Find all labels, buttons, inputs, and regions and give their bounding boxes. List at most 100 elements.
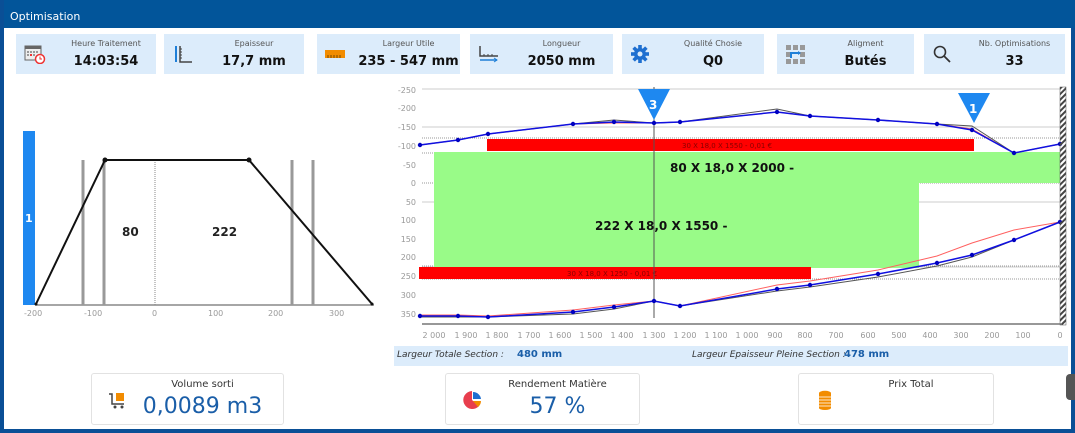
kpi-value: 14:03:54: [73, 54, 139, 69]
x-tick: 1 800: [486, 331, 509, 340]
plan-view-chart: 30 X 18,0 X 1550 - 0,01 € 80 X 18,0 X 20…: [398, 86, 1067, 340]
kpi-value: 17,7 mm: [222, 54, 286, 69]
y-tick: 350: [401, 310, 416, 319]
kpi-label: Aligment: [847, 39, 884, 48]
x-tick: 2 000: [423, 331, 446, 340]
total-width-label: Largeur Totale Section :: [397, 350, 504, 360]
x-tick: -200: [24, 309, 42, 318]
piece-80-label: 80: [122, 225, 139, 239]
total-width-value: 480 mm: [517, 349, 563, 360]
section-info-strip: Largeur Totale Section : 480 mm Largeur …: [394, 346, 1068, 366]
card-value: 57 %: [529, 394, 586, 419]
y-tick: 300: [401, 291, 416, 300]
coins-icon: [819, 390, 831, 410]
x-tick: 100: [208, 309, 223, 318]
x-tick: 300: [329, 309, 344, 318]
x-tick: 0: [1057, 331, 1062, 340]
x-tick: 1 500: [580, 331, 603, 340]
kpi-longueur: Longueur 2050 mm: [470, 34, 613, 74]
kpi-label: Longueur: [542, 39, 581, 48]
trunk-marker-bar[interactable]: [23, 131, 35, 305]
y-tick: -150: [398, 123, 416, 132]
cross-section-chart: 1 80 222 -200 -100 0 100 200 300: [23, 131, 374, 318]
waste-piece-bottom[interactable]: [419, 267, 811, 279]
alignment-icon: [786, 45, 805, 64]
kpi-label: Epaisseur: [234, 39, 274, 48]
piece-222-label: 222 X 18,0 X 1550 -: [595, 219, 727, 233]
card-label: Rendement Matière: [508, 379, 607, 390]
x-tick: 1 000: [736, 331, 759, 340]
marker-1[interactable]: 1: [958, 93, 990, 123]
kpi-nb-optimisations: Nb. Optimisations 33: [924, 34, 1065, 74]
kpi-aligment: Aligment Butés: [777, 34, 914, 74]
full-width-value: 478 mm: [844, 349, 890, 360]
waste-piece-top[interactable]: [487, 139, 974, 151]
y-tick: 150: [401, 235, 416, 244]
kpi-heure-traitement: Heure Traitement 14:03:54: [16, 34, 156, 74]
card-label: Prix Total: [888, 379, 934, 390]
y-tick: 50: [406, 198, 416, 207]
card-prix-total: Prix Total: [798, 373, 994, 425]
y-tick: 0: [411, 179, 416, 188]
y-tick: -250: [398, 86, 416, 95]
x-tick: 200: [268, 309, 283, 318]
marker-3-label: 3: [649, 98, 657, 112]
x-tick: 100: [1015, 331, 1030, 340]
x-tick: 600: [860, 331, 875, 340]
card-value: 0,0089 m3: [142, 394, 263, 419]
y-tick: 200: [401, 253, 416, 262]
kpi-value: Butés: [844, 54, 887, 69]
y-tick: 100: [401, 216, 416, 225]
x-tick: 1 300: [643, 331, 666, 340]
cart-icon: [109, 393, 124, 409]
piece-222[interactable]: [434, 183, 919, 268]
kpi-value: 2050 mm: [527, 54, 596, 69]
full-width-label: Largeur Epaisseur Pleine Section :: [692, 350, 846, 360]
x-tick: 800: [797, 331, 812, 340]
x-tick: 1 200: [674, 331, 697, 340]
x-tick: 400: [922, 331, 937, 340]
kpi-value: Q0: [702, 54, 724, 69]
x-tick: 1 600: [549, 331, 572, 340]
x-tick: 1 400: [611, 331, 634, 340]
x-tick: 900: [767, 331, 782, 340]
kpi-label: Nb. Optimisations: [978, 39, 1051, 48]
y-tick: -200: [398, 104, 416, 113]
kpi-value: 33: [1005, 54, 1024, 69]
y-tick: -50: [403, 161, 416, 170]
marker-3[interactable]: 3: [638, 89, 670, 120]
calendar-clock-icon: [24, 45, 46, 64]
end-stop: [1059, 86, 1067, 326]
kpi-label: Qualité Chosie: [683, 39, 743, 48]
kpi-value: 235 - 547 mm: [358, 54, 459, 69]
card-volume-sorti: Volume sorti 0,0089 m3: [91, 373, 284, 425]
card-rendement-matiere: Rendement Matière 57 %: [445, 373, 640, 425]
piece-80[interactable]: [434, 152, 1060, 183]
marker-1-label: 1: [969, 102, 977, 116]
gear-icon: [631, 45, 649, 63]
x-tick: 300: [953, 331, 968, 340]
kpi-largeur-utile: Largeur Utile 235 - 547 mm: [317, 34, 460, 74]
y-tick: -100: [398, 142, 416, 151]
waste-top-label: 30 X 18,0 X 1550 - 0,01 €: [682, 142, 772, 150]
x-tick: 1 700: [518, 331, 541, 340]
x-tick: 700: [828, 331, 843, 340]
x-tick: 0: [152, 309, 157, 318]
side-panel-handle[interactable]: [1066, 374, 1075, 400]
x-tick: -100: [84, 309, 102, 318]
length-icon: [479, 46, 498, 63]
kpi-qualite: Qualité Chosie Q0: [622, 34, 764, 74]
title-bar: Optimisation: [4, 0, 1075, 28]
x-tick: 200: [984, 331, 999, 340]
card-label: Volume sorti: [171, 379, 234, 390]
kpi-label: Heure Traitement: [71, 39, 141, 48]
search-icon: [933, 45, 951, 63]
kpi-epaisseur: Epaisseur 17,7 mm: [164, 34, 304, 74]
kpi-label: Largeur Utile: [382, 39, 435, 48]
piece-80-label: 80 X 18,0 X 2000 -: [670, 161, 794, 175]
x-tick: 1 100: [705, 331, 728, 340]
trunk-marker-label: 1: [25, 212, 33, 225]
ruler-icon: [325, 50, 345, 58]
waste-bottom-label: 30 X 18,0 X 1250 - 0,01 €: [567, 270, 657, 278]
